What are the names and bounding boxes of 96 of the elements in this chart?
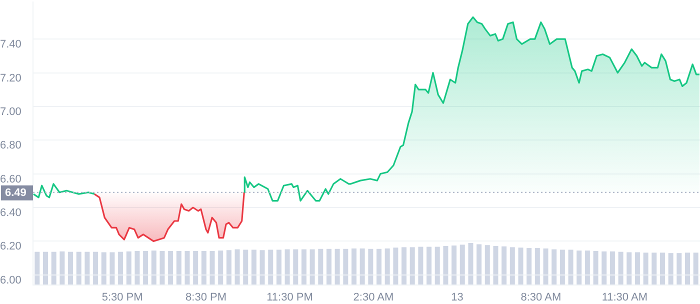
bar: [518, 248, 524, 285]
bar: [318, 248, 324, 285]
bar: [251, 250, 256, 285]
bar: [693, 252, 698, 285]
bar: [368, 248, 374, 285]
bar: [643, 252, 648, 285]
bar: [668, 253, 674, 285]
bar: [634, 252, 640, 285]
bar: [226, 250, 232, 285]
bar: [43, 252, 48, 285]
bar: [93, 252, 98, 285]
bar: [351, 248, 356, 285]
bar: [34, 252, 40, 285]
bar: [534, 248, 540, 285]
bar: [218, 250, 224, 285]
bar: [126, 251, 132, 285]
y-tick-label: 7.00: [0, 106, 22, 118]
bar: [84, 252, 90, 285]
bar: [276, 250, 282, 285]
bar: [60, 251, 65, 285]
bar: [168, 250, 174, 285]
bar: [493, 246, 498, 285]
bar: [418, 246, 424, 285]
x-tick-label: 8:30 PM: [186, 292, 227, 304]
bar: [210, 250, 215, 285]
bar: [343, 248, 348, 285]
bar: [602, 251, 607, 285]
bar: [593, 250, 598, 285]
bar: [402, 247, 407, 285]
bar: [293, 249, 298, 285]
bar: [134, 250, 140, 285]
bar: [410, 247, 415, 285]
bar: [193, 250, 198, 285]
y-tick-label: 7.20: [0, 72, 22, 84]
bar: [160, 250, 165, 285]
bar: [76, 252, 82, 285]
x-tick-label: 11:30 AM: [602, 292, 648, 304]
bar: [552, 249, 557, 285]
x-tick-label: 2:30 AM: [353, 292, 394, 304]
bar: [510, 247, 515, 285]
bar: [543, 248, 548, 285]
y-tick-label: 6.40: [0, 207, 22, 220]
bar: [426, 246, 432, 285]
bar: [652, 252, 657, 285]
bar: [284, 249, 290, 285]
bar: [393, 248, 398, 285]
bar: [151, 250, 156, 285]
x-tick-label: 11:30 PM: [266, 292, 313, 304]
bar: [460, 244, 465, 285]
bar: [118, 252, 124, 285]
bar: [101, 252, 106, 285]
bar: [452, 246, 457, 285]
bar: [184, 250, 190, 285]
bar: [560, 250, 565, 285]
bar: [568, 250, 574, 285]
bar: [660, 252, 665, 285]
bar: [476, 244, 482, 285]
bar: [526, 248, 532, 285]
bar: [234, 249, 240, 285]
bar: [384, 248, 390, 285]
x-tick-label: 13: [451, 292, 464, 304]
bar: [326, 248, 332, 285]
bar: [468, 243, 474, 285]
bar: [434, 246, 440, 285]
bar: [484, 245, 490, 285]
bar: [68, 252, 74, 285]
bar: [334, 248, 340, 285]
bar: [684, 252, 690, 285]
bar: [176, 250, 182, 285]
bar: [443, 246, 448, 285]
bar: [243, 250, 248, 285]
bar: [502, 246, 507, 285]
y-tick-label: 6.20: [0, 240, 22, 253]
bar: [260, 250, 265, 285]
bar: [51, 252, 56, 285]
bar: [376, 248, 382, 285]
y-tick-label: 7.40: [0, 38, 22, 51]
bar: [584, 250, 590, 285]
bar: [610, 251, 615, 285]
bar: [676, 253, 682, 285]
y-tick-label: 6.80: [0, 140, 22, 152]
bar: [110, 252, 115, 285]
y-tick-label: 6.00: [0, 274, 22, 286]
x-tick-label: 8:30 AM: [520, 292, 562, 304]
bar: [626, 252, 632, 285]
bar: [576, 250, 582, 285]
y-tick-label: 6.60: [0, 173, 22, 186]
bar: [268, 250, 274, 285]
bar: [143, 250, 148, 285]
x-tick-label: 5:30 PM: [102, 292, 143, 304]
bar: [201, 250, 206, 285]
bar: [360, 248, 365, 285]
bar: [310, 249, 315, 285]
ref-line-label: 6.49: [5, 186, 26, 199]
bar: [301, 249, 306, 285]
bar: [618, 252, 624, 285]
